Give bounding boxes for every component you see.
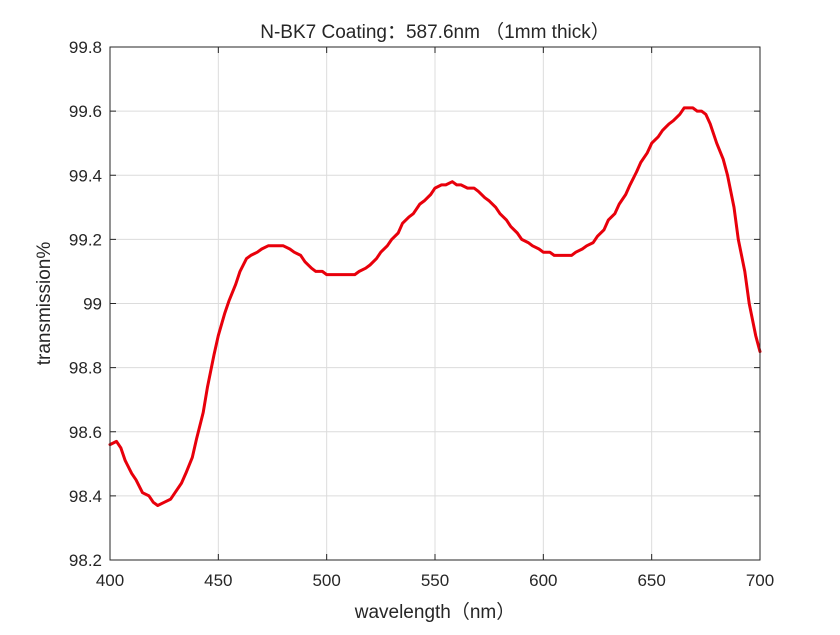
y-tick-label: 99 <box>83 295 102 314</box>
transmission-series-line <box>108 106 762 507</box>
series-layer <box>108 106 762 507</box>
y-tick-label: 99.6 <box>69 102 102 121</box>
y-tick-label: 98.8 <box>69 359 102 378</box>
y-tick-label: 99.4 <box>69 166 102 185</box>
x-tick-label: 400 <box>96 571 124 590</box>
y-tick-label: 98.2 <box>69 551 102 570</box>
x-tick-label: 700 <box>746 571 774 590</box>
tick-layer: 400 450 500 550 600 650 700 98.2 98.4 98.6 98.8 99 9… <box>69 38 774 590</box>
x-tick-label: 450 <box>204 571 232 590</box>
y-tick-label: 99.8 <box>69 38 102 57</box>
y-tick-label: 98.4 <box>69 487 102 506</box>
chart-title: N-BK7 Coating：587.6nm （1mm thick） <box>260 21 610 43</box>
y-axis-label: transmission% <box>34 242 55 366</box>
y-tick-label: 99.2 <box>69 230 102 249</box>
x-axis-label: wavelength（nm） <box>354 601 516 623</box>
x-tick-label: 650 <box>637 571 665 590</box>
x-tick-label: 600 <box>529 571 557 590</box>
x-tick-label: 550 <box>421 571 449 590</box>
grid-layer <box>109 46 761 561</box>
x-tick-label: 500 <box>312 571 340 590</box>
y-tick-label: 98.6 <box>69 423 102 442</box>
